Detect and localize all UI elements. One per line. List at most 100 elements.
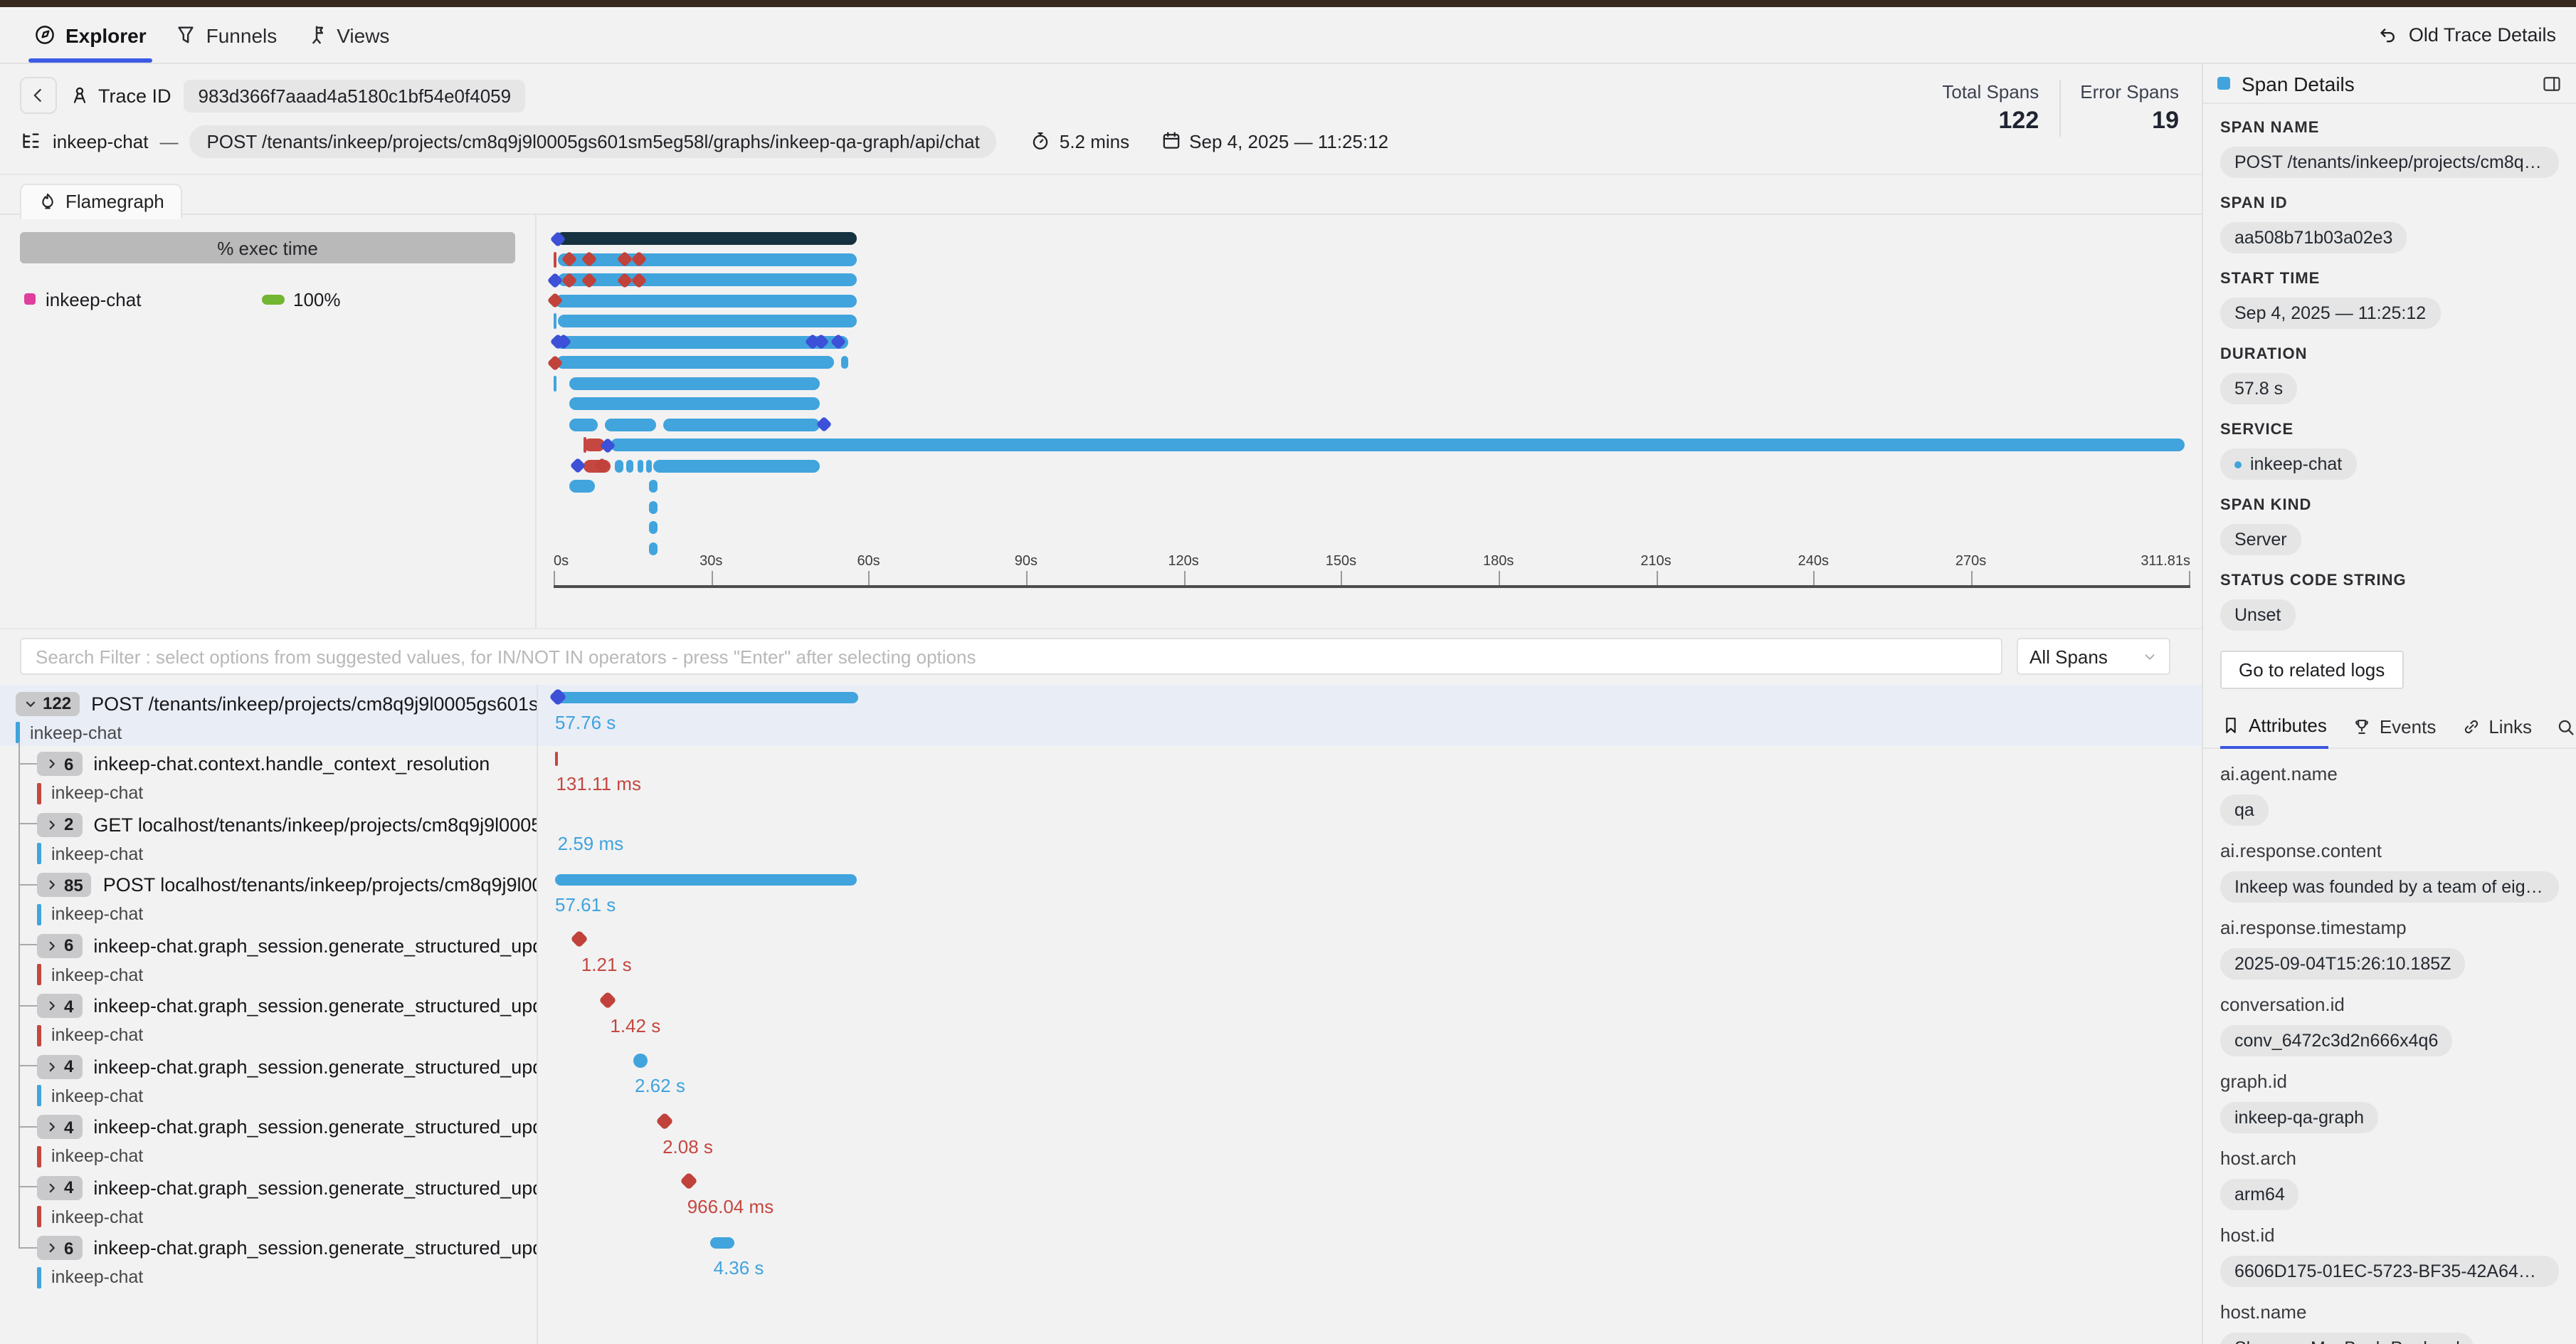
span-tree-row[interactable]: 4 inkeep-chat.graph_session.generate_stru… <box>0 1169 537 1229</box>
child-count-badge[interactable]: 6 <box>37 933 83 957</box>
span-marker[interactable] <box>633 1054 648 1068</box>
tab-events[interactable]: Events <box>2351 707 2438 747</box>
flamegraph-row[interactable] <box>554 397 2190 410</box>
span-bar[interactable] <box>583 439 605 451</box>
child-count-badge[interactable]: 122 <box>16 691 80 715</box>
span-kind-value[interactable]: Server <box>2220 524 2301 555</box>
child-count-badge[interactable]: 85 <box>37 873 92 897</box>
span-gantt-row[interactable]: 1.21 s <box>538 927 2202 987</box>
span-bar[interactable] <box>648 500 658 513</box>
error-marker[interactable] <box>680 1172 699 1190</box>
span-tree-row[interactable]: 6 inkeep-chat.context.handle_context_reso… <box>0 745 537 806</box>
error-marker[interactable] <box>598 990 617 1009</box>
flamegraph-row[interactable] <box>549 230 2190 247</box>
flamegraph-row[interactable] <box>550 333 2190 350</box>
exec-time-header[interactable]: % exec time <box>20 232 515 263</box>
tab-explorer[interactable]: Explorer <box>20 7 161 63</box>
search-icon[interactable] <box>2556 717 2576 737</box>
spans-filter-dropdown[interactable]: All Spans <box>2017 638 2170 675</box>
error-marker[interactable] <box>554 375 557 391</box>
flamegraph-row[interactable] <box>547 354 2190 371</box>
flamegraph-row[interactable] <box>554 542 2190 555</box>
attribute-value[interactable]: Shaguns-MacBook-Pro.local <box>2220 1333 2474 1344</box>
span-bar[interactable] <box>569 397 820 410</box>
flamegraph-row[interactable] <box>554 480 2190 493</box>
span-duration-bar[interactable] <box>556 692 859 703</box>
child-count-badge[interactable]: 4 <box>37 1054 83 1078</box>
child-count-badge[interactable]: 4 <box>37 1115 83 1139</box>
attribute-value[interactable]: 2025-09-04T15:26:10.185Z <box>2220 948 2466 980</box>
span-bar[interactable] <box>645 459 653 472</box>
span-bar[interactable] <box>569 377 820 389</box>
link-diamond-marker[interactable] <box>570 457 586 474</box>
flamegraph-row[interactable] <box>554 500 2190 513</box>
flamegraph-row[interactable] <box>553 313 2190 329</box>
span-bar[interactable] <box>648 480 658 493</box>
span-gantt-row[interactable]: 2.59 ms <box>538 806 2202 866</box>
span-bar[interactable] <box>569 418 598 431</box>
span-gantt-row[interactable]: 131.11 ms <box>538 745 2202 806</box>
span-bar[interactable] <box>841 356 848 369</box>
flamegraph-row[interactable] <box>553 251 2190 268</box>
span-tree-row[interactable]: 2 GET localhost/tenants/inkeep/projects/c… <box>0 806 537 866</box>
span-gantt-row[interactable]: 2.62 s <box>538 1048 2202 1108</box>
flamegraph-row[interactable] <box>554 521 2190 534</box>
go-to-related-logs-button[interactable]: Go to related logs <box>2220 651 2404 689</box>
span-bar[interactable] <box>556 232 857 245</box>
span-name-value[interactable]: POST /tenants/inkeep/projects/cm8q9j... <box>2220 147 2559 178</box>
span-bar[interactable] <box>653 459 820 472</box>
span-tree-row[interactable]: 4 inkeep-chat.graph_session.generate_stru… <box>0 1048 537 1108</box>
attribute-value[interactable]: 6606D175-01EC-5723-BF35-42A6486... <box>2220 1256 2559 1287</box>
span-tree-row[interactable]: 6 inkeep-chat.graph_session.generate_stru… <box>0 1229 537 1290</box>
error-marker[interactable] <box>583 437 586 453</box>
attribute-value[interactable]: qa <box>2220 794 2269 826</box>
span-bar[interactable] <box>558 253 857 266</box>
child-count-badge[interactable]: 6 <box>37 752 83 776</box>
child-count-badge[interactable]: 4 <box>37 1175 83 1199</box>
span-duration-bar[interactable] <box>710 1237 734 1248</box>
span-bar[interactable] <box>569 480 595 493</box>
service-value[interactable]: inkeep-chat <box>2220 448 2357 480</box>
flamegraph-row[interactable] <box>554 416 2190 433</box>
span-bar[interactable] <box>614 459 624 472</box>
span-gantt-row[interactable]: 57.76 s <box>538 685 2202 745</box>
span-gantt-row[interactable]: 2.08 s <box>538 1108 2202 1169</box>
span-id-value[interactable]: aa508b71b03a02e3 <box>2220 222 2407 253</box>
span-bar[interactable] <box>604 418 656 431</box>
error-marker[interactable] <box>570 930 589 948</box>
root-endpoint-chip[interactable]: POST /tenants/inkeep/projects/cm8q9j9l00… <box>189 125 997 157</box>
span-gantt-row[interactable]: 57.61 s <box>538 866 2202 927</box>
tab-funnels[interactable]: Funnels <box>161 7 292 63</box>
attribute-value[interactable]: arm64 <box>2220 1179 2299 1210</box>
duration-value[interactable]: 57.8 s <box>2220 373 2298 404</box>
attribute-value[interactable]: conv_6472c3d2n666x4q6 <box>2220 1025 2453 1056</box>
span-bar[interactable] <box>555 335 848 348</box>
old-trace-details-link[interactable]: Old Trace Details <box>2377 7 2556 63</box>
tab-attributes[interactable]: Attributes <box>2220 706 2328 749</box>
span-tree-row[interactable]: 6 inkeep-chat.graph_session.generate_stru… <box>0 927 537 987</box>
error-marker[interactable] <box>553 313 556 329</box>
span-bar[interactable] <box>638 459 644 472</box>
span-bar[interactable] <box>555 294 857 307</box>
trace-id-value[interactable]: 983d366f7aaad4a5180c1bf54e0f4059 <box>184 79 526 112</box>
span-tree-row[interactable]: 4 inkeep-chat.graph_session.generate_stru… <box>0 1108 537 1169</box>
start-time-value[interactable]: Sep 4, 2025 — 11:25:12 <box>2220 298 2441 329</box>
span-gantt-row[interactable]: 4.36 s <box>538 1229 2202 1290</box>
tab-links[interactable]: Links <box>2460 707 2533 747</box>
span-bar[interactable] <box>648 521 658 534</box>
span-bar[interactable] <box>557 273 857 286</box>
span-tree-row[interactable]: 85 POST localhost/tenants/inkeep/projects… <box>0 866 537 927</box>
error-marker[interactable] <box>656 1111 675 1130</box>
error-marker[interactable] <box>553 251 556 267</box>
flamegraph-row[interactable] <box>554 457 2190 474</box>
error-marker[interactable] <box>554 751 558 765</box>
child-count-badge[interactable]: 2 <box>37 812 83 836</box>
panel-toggle-icon[interactable] <box>2542 73 2562 93</box>
attribute-value[interactable]: inkeep-qa-graph <box>2220 1102 2379 1133</box>
child-count-badge[interactable]: 6 <box>37 1236 83 1260</box>
flamegraph-row[interactable] <box>547 292 2190 309</box>
flamegraph-row[interactable] <box>547 271 2190 288</box>
span-bar[interactable] <box>611 439 2185 451</box>
span-bar[interactable] <box>663 418 820 431</box>
legend-row-inkeep-chat[interactable]: inkeep-chat 100% <box>0 288 535 313</box>
